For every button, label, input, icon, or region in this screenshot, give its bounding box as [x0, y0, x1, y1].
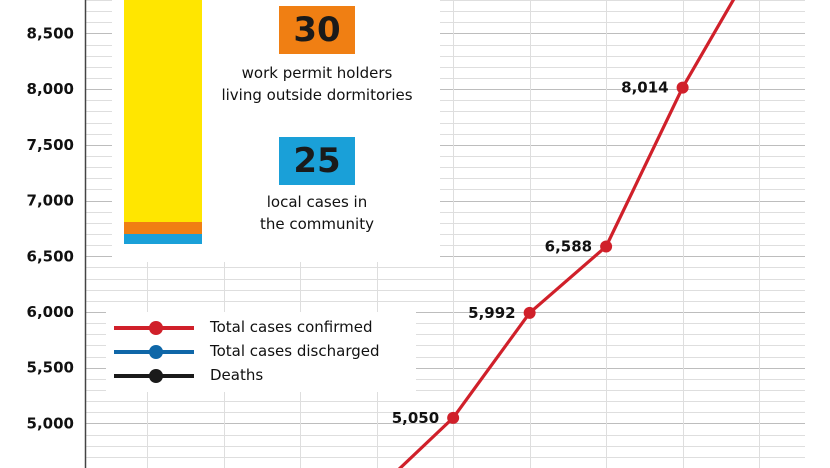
stat-caption-line-1: work permit holders [241, 64, 393, 82]
stat-caption-line-1: local cases in [266, 193, 368, 211]
legend-item-discharged[interactable]: Total cases discharged [106, 340, 416, 364]
data-point [447, 411, 460, 424]
legend-label: Deaths [210, 366, 264, 384]
legend-item-deaths[interactable]: Deaths [106, 364, 416, 388]
data-labels: 5,050 5,992 6,588 8,014 [392, 79, 669, 427]
stat-value-box: 25 [279, 137, 355, 185]
legend-marker [149, 369, 163, 383]
data-label: 5,050 [392, 409, 439, 427]
data-label: 8,014 [621, 79, 668, 97]
breakdown-bar [124, 0, 202, 244]
y-tick-label: 7,000 [27, 192, 74, 210]
legend-label: Total cases confirmed [210, 318, 373, 336]
legend-marker [149, 345, 163, 359]
data-point [600, 240, 613, 253]
bar-segment-dormitory [124, 0, 202, 222]
y-tick-label: 5,000 [27, 414, 74, 432]
bar-segment-community [124, 234, 202, 244]
stat-community: 25 local cases in the community [210, 137, 424, 235]
data-point [523, 306, 536, 319]
y-tick-label: 6,500 [27, 247, 74, 265]
data-point [676, 81, 689, 94]
legend-label: Total cases discharged [210, 342, 380, 360]
bar-segment-work-permit [124, 222, 202, 234]
stat-caption-line-2: the community [260, 215, 374, 233]
stat-caption-line-2: living outside dormitories [221, 86, 413, 104]
legend-marker [149, 321, 163, 335]
legend-item-confirmed[interactable]: Total cases confirmed [106, 316, 416, 340]
data-label: 5,992 [468, 304, 515, 322]
stat-work-permit: 30 work permit holders living outside do… [210, 6, 424, 106]
data-points [447, 81, 689, 424]
series-line [397, 0, 736, 468]
y-tick-label: 6,000 [27, 303, 74, 321]
data-label: 6,588 [545, 237, 592, 255]
y-axis-ticks: 5,000 5,500 6,000 6,500 7,000 7,500 8,000 8,500 [27, 24, 74, 432]
y-tick-label: 7,500 [27, 136, 74, 154]
y-tick-label: 8,000 [27, 80, 74, 98]
y-tick-label: 5,500 [27, 359, 74, 377]
legend: Total cases confirmed Total cases discha… [106, 312, 416, 392]
y-tick-label: 8,500 [27, 24, 74, 42]
series-lines [397, 0, 736, 468]
stat-value-box: 30 [279, 6, 355, 54]
